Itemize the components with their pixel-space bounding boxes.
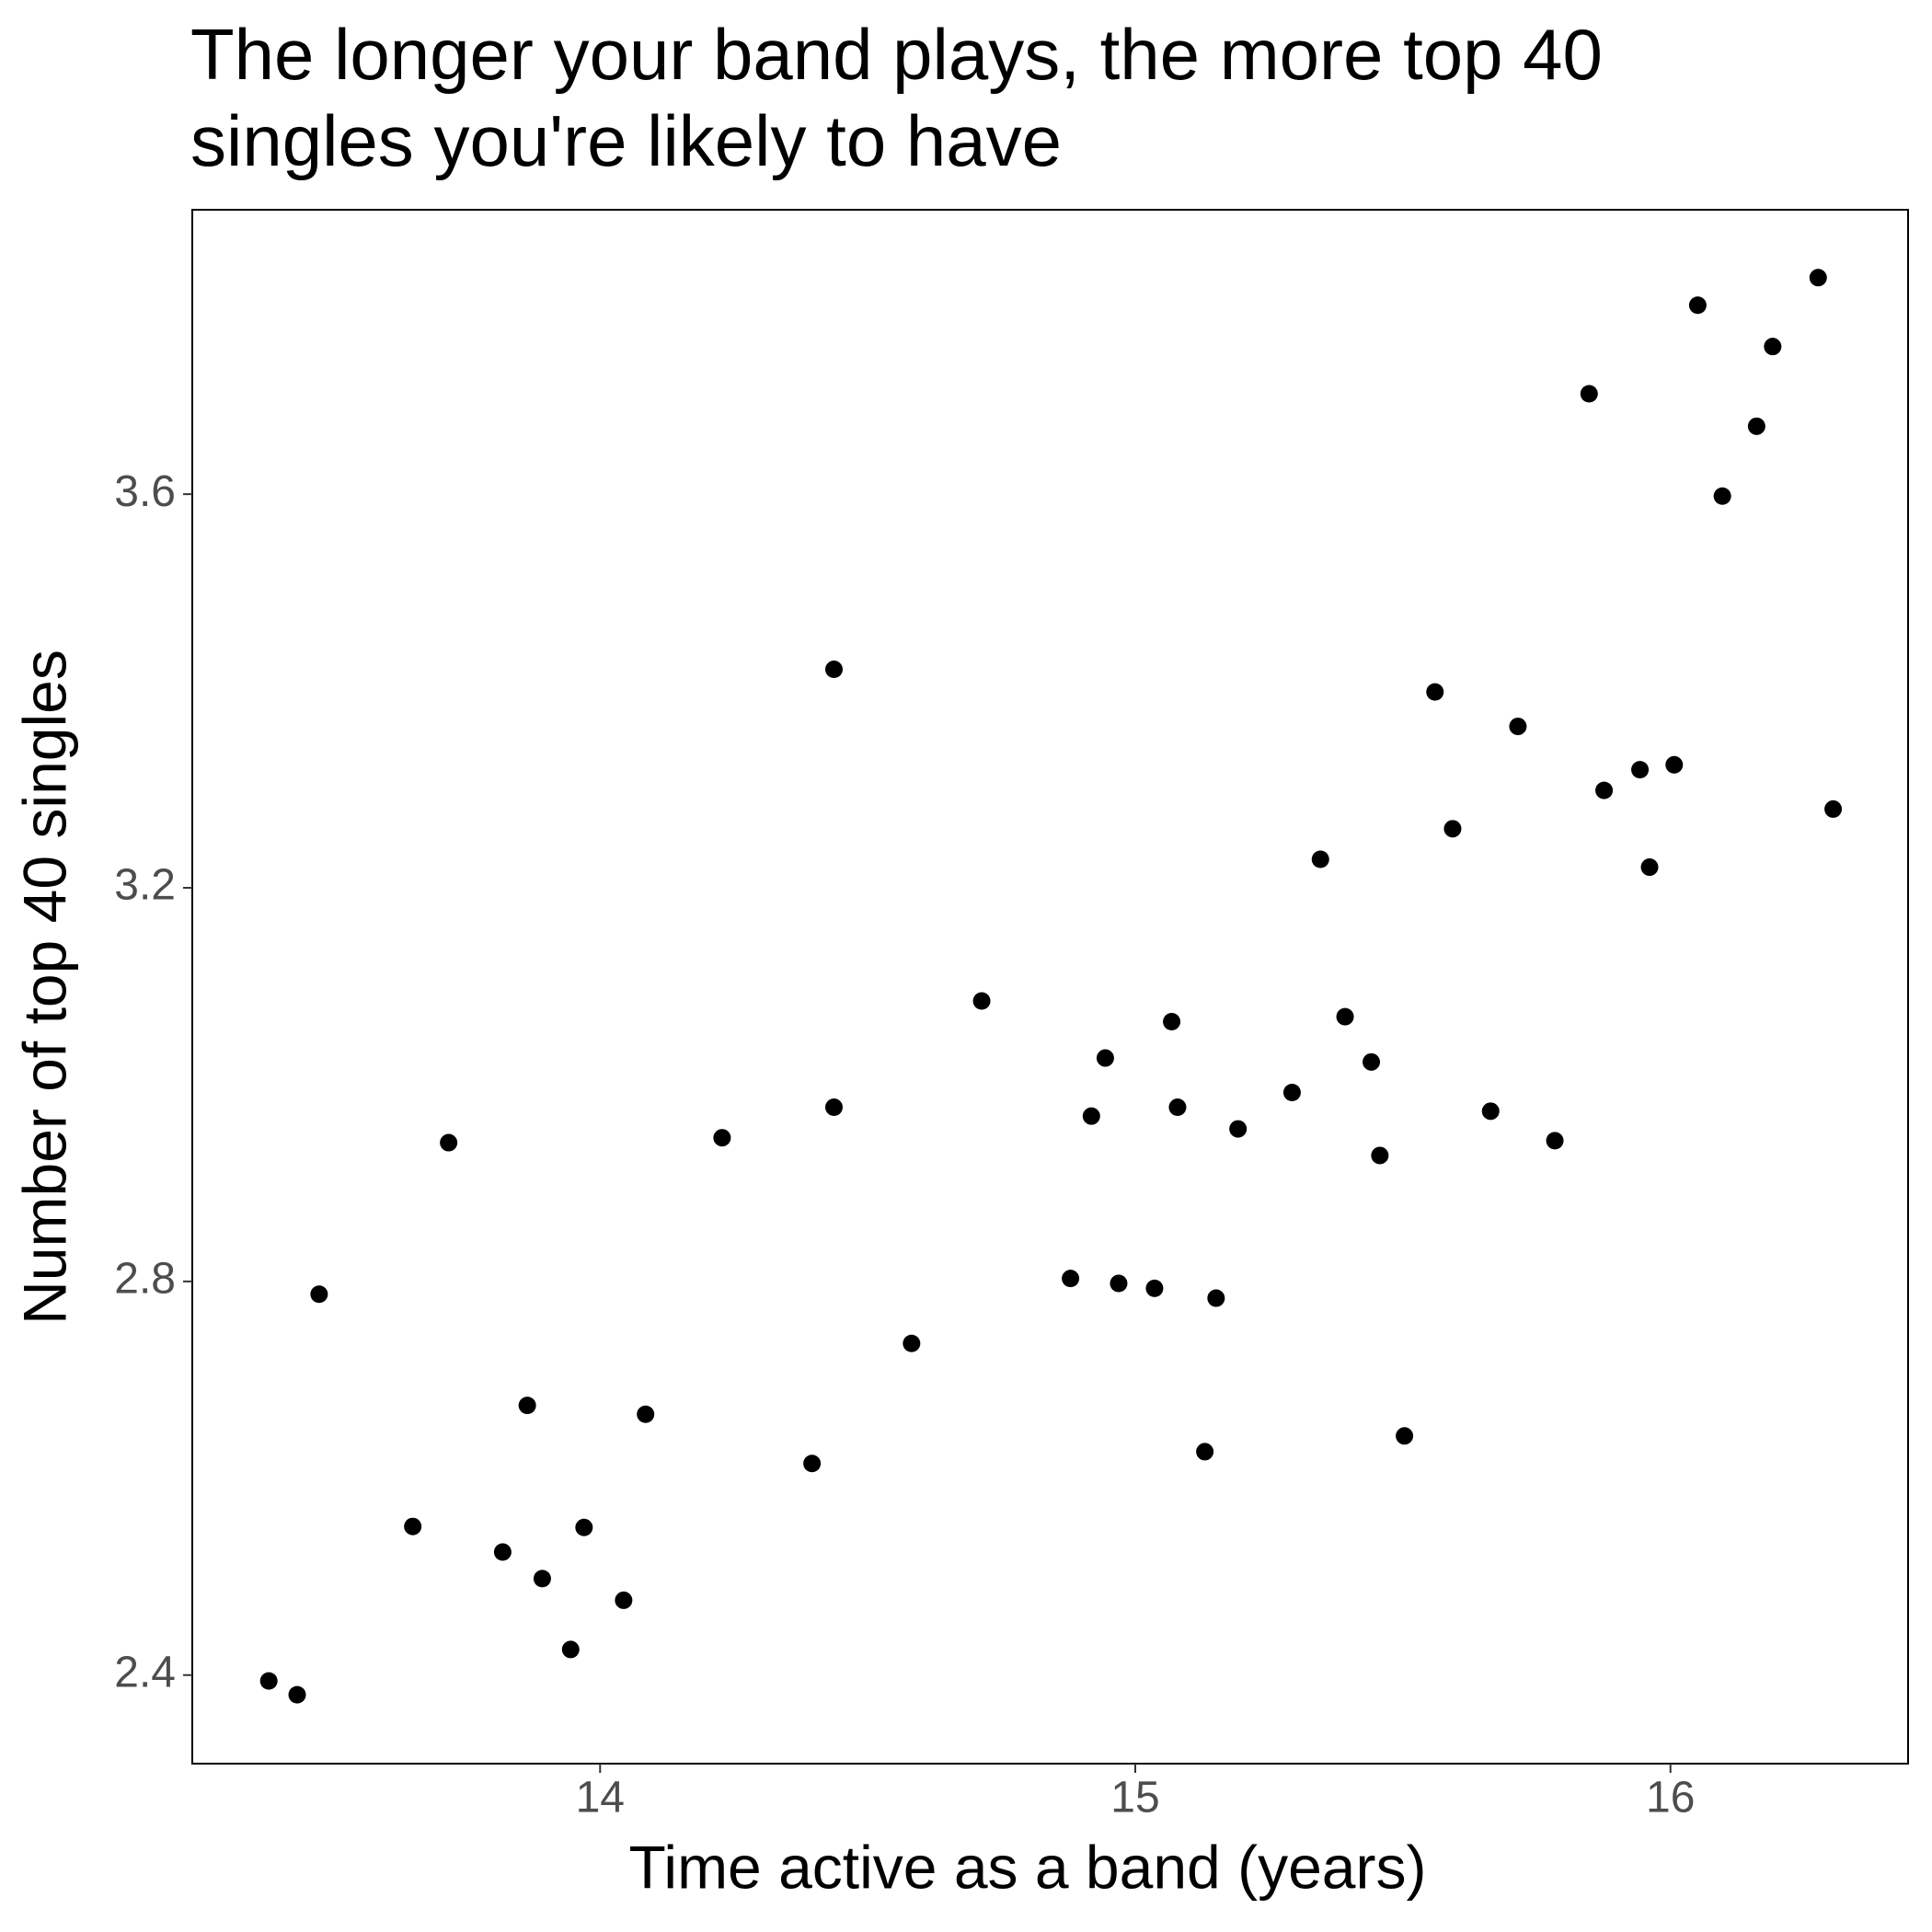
point xyxy=(713,1129,731,1147)
point xyxy=(1207,1289,1225,1307)
point xyxy=(1824,799,1843,818)
point xyxy=(1363,1052,1381,1071)
point xyxy=(404,1517,422,1535)
point xyxy=(1640,858,1659,877)
point xyxy=(824,1098,843,1117)
y-axis-title: Number of top 40 singles xyxy=(10,650,78,1325)
point xyxy=(903,1334,921,1352)
point xyxy=(1196,1443,1214,1461)
point xyxy=(1163,1012,1181,1030)
point xyxy=(1426,683,1444,701)
chart-title: The longer your band plays, the more top… xyxy=(190,14,1603,181)
x-tick-label: 16 xyxy=(1646,1774,1695,1823)
point xyxy=(1747,417,1765,435)
point xyxy=(1546,1132,1564,1150)
point xyxy=(972,992,991,1010)
plot-panel xyxy=(191,209,1909,1765)
point xyxy=(1809,269,1827,287)
point xyxy=(1168,1098,1187,1117)
point xyxy=(1336,1007,1354,1026)
point xyxy=(1688,296,1707,315)
point xyxy=(1595,781,1614,799)
point xyxy=(533,1570,551,1588)
point xyxy=(493,1543,512,1561)
x-tick-label: 15 xyxy=(1110,1774,1159,1823)
point xyxy=(615,1591,633,1609)
point xyxy=(1481,1102,1500,1121)
y-tick-label: 3.6 xyxy=(114,467,176,516)
point xyxy=(1396,1427,1414,1445)
point xyxy=(310,1285,328,1304)
point xyxy=(1062,1270,1080,1288)
point xyxy=(518,1397,536,1415)
point xyxy=(824,661,843,679)
point xyxy=(561,1640,580,1659)
point xyxy=(1282,1083,1301,1101)
point xyxy=(1229,1120,1248,1138)
x-tick-label: 14 xyxy=(576,1774,625,1823)
x-axis-title: Time active as a band (years) xyxy=(629,1833,1427,1901)
point xyxy=(259,1672,278,1690)
point xyxy=(1311,850,1329,868)
point xyxy=(1580,385,1598,403)
point xyxy=(1713,487,1731,505)
point xyxy=(440,1133,458,1152)
point xyxy=(1082,1107,1100,1125)
point xyxy=(637,1405,655,1423)
point xyxy=(288,1685,306,1704)
point xyxy=(1764,338,1782,356)
y-tick-label: 3.2 xyxy=(114,861,176,910)
point xyxy=(1145,1279,1164,1297)
point xyxy=(1371,1146,1389,1165)
point xyxy=(1665,755,1684,774)
point xyxy=(1110,1274,1128,1293)
point xyxy=(1096,1049,1114,1067)
point xyxy=(575,1518,593,1536)
y-tick-label: 2.8 xyxy=(114,1255,176,1304)
point xyxy=(1509,718,1527,736)
point xyxy=(803,1455,822,1473)
y-tick-label: 2.4 xyxy=(114,1648,176,1696)
point xyxy=(1443,820,1462,838)
point xyxy=(1631,761,1650,779)
